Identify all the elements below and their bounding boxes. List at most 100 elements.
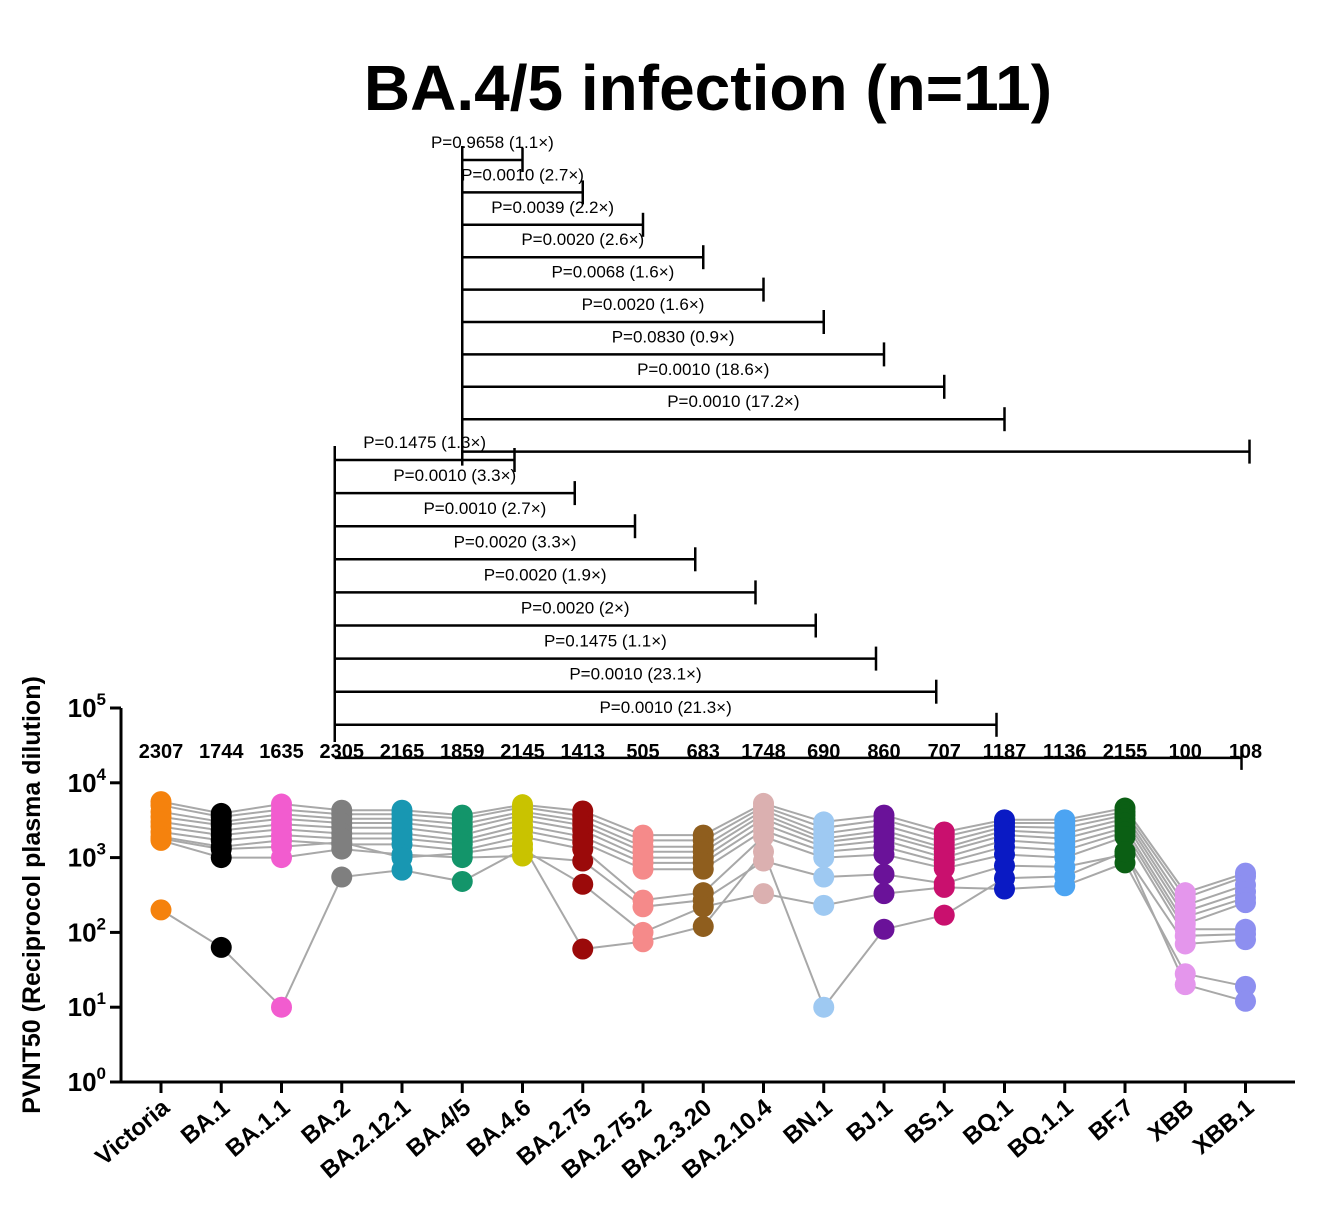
data-point (572, 850, 594, 872)
y-tick-label: 104 (68, 765, 107, 798)
data-point (150, 899, 172, 921)
comparison-label: P=0.1475 (1.3×) (363, 433, 486, 452)
comparison-label: P=0.0830 (0.9×) (612, 327, 735, 346)
data-point (331, 866, 353, 888)
data-point (210, 838, 232, 860)
gmt-label: 1635 (259, 741, 304, 763)
data-points (150, 791, 1256, 1018)
x-tick-label: XBB.1 (1188, 1094, 1260, 1160)
x-tick-label: BF.7 (1084, 1094, 1139, 1146)
gmt-label: 683 (687, 741, 720, 763)
gmt-label: 690 (807, 741, 840, 763)
data-point (271, 996, 292, 1018)
data-point (753, 841, 774, 863)
comparison-label: P=0.0020 (2×) (521, 599, 630, 618)
y-tick-label: 101 (68, 989, 106, 1022)
gmt-label: 1859 (440, 741, 485, 763)
comparison-label: P=0.0010 (2.7×) (423, 499, 546, 518)
x-tick-label: BA.4/5 (402, 1094, 477, 1163)
data-point (753, 883, 774, 905)
data-point (692, 858, 714, 880)
data-point (632, 896, 654, 918)
data-point (933, 904, 955, 926)
data-point (632, 931, 654, 953)
comparison-label: P=0.0020 (3.3×) (454, 532, 577, 551)
gmt-label: 100 (1169, 741, 1202, 763)
gmt-label: 1744 (199, 741, 244, 763)
data-point (1114, 841, 1136, 863)
gmt-label: 2165 (380, 741, 425, 763)
data-point (994, 867, 1015, 889)
gmt-label: 860 (867, 741, 900, 763)
data-point (1235, 929, 1256, 951)
data-point (512, 833, 533, 855)
gmt-label: 2145 (500, 741, 545, 763)
data-point (933, 876, 955, 898)
comparison-label: P=0.0020 (1.6×) (582, 295, 705, 314)
comparison-label: P=0.0010 (2.7×) (461, 165, 584, 184)
x-tick-label: BA.1.1 (221, 1094, 296, 1163)
comparison-label: P=0.0010 (23.1×) (569, 665, 701, 684)
data-point (813, 996, 835, 1018)
data-point (1174, 974, 1196, 996)
x-tick-label: Victoria (90, 1094, 175, 1171)
data-point (692, 915, 714, 937)
geometric-mean-labels: 2307 1744 1635 2305 2165 1859 2145 1413 505 683 17… (139, 741, 1262, 763)
gmt-label: 707 (928, 741, 961, 763)
data-point (1235, 975, 1256, 997)
comparison-label: P=0.0020 (2.6×) (521, 230, 644, 249)
comparison-label: P=0.1475 (1.1×) (544, 632, 667, 651)
data-point (692, 896, 714, 918)
y-tick-label: 105 (68, 690, 106, 723)
data-point (451, 842, 473, 864)
comparison-label: P=0.0010 (21.3×) (599, 698, 731, 717)
x-tick-label: BJ.1 (842, 1094, 898, 1147)
data-point (873, 863, 895, 885)
data-point (813, 847, 835, 869)
data-point (1235, 990, 1256, 1012)
data-point (1235, 892, 1256, 914)
comparison-label: P=0.0039 (2.2×) (491, 198, 614, 217)
data-point (331, 831, 353, 853)
data-point (572, 873, 594, 895)
data-point (1054, 865, 1076, 887)
y-tick-label: 102 (68, 914, 106, 947)
axes (119, 708, 1295, 1084)
data-point (150, 828, 172, 850)
data-point (753, 826, 774, 848)
data-point (873, 844, 895, 866)
data-point (1174, 933, 1196, 955)
gmt-label: 505 (626, 741, 659, 763)
gmt-label: 1136 (1043, 741, 1086, 763)
data-point (873, 918, 895, 940)
data-point (1114, 826, 1136, 848)
x-tick-label: BN.1 (778, 1094, 837, 1150)
comparison-label: P=0.0068 (1.6×) (551, 263, 674, 282)
data-point (572, 938, 594, 960)
x-ticks: Victoria BA.1BA.1.1 BA.2BA.2.12.1BA.4/5BA.… (90, 1082, 1259, 1184)
comparison-brackets: P=0.9658 (1.1×) P=0.0010 (2.7×) P=0.0039 (… (333, 133, 1251, 770)
gmt-label: 1413 (561, 741, 606, 763)
data-point (210, 936, 232, 958)
y-tick-label: 100 (68, 1064, 106, 1097)
gmt-label: 2155 (1103, 741, 1148, 763)
comparison-label: P=0.0010 (18.6×) (637, 360, 769, 379)
data-point (451, 870, 473, 892)
data-point (873, 883, 895, 905)
chart-title: BA.4/5 infection (n=11) (364, 52, 1052, 124)
gmt-label: 2307 (139, 741, 184, 763)
data-point (271, 836, 292, 858)
gmt-label: 108 (1229, 741, 1262, 763)
x-tick-label: BS.1 (900, 1094, 958, 1149)
comparison-label: P=0.0010 (3.3×) (393, 466, 516, 485)
gmt-label: 1187 (983, 741, 1026, 763)
comparison-label: P=0.0010 (17.2×) (667, 392, 799, 411)
data-point (632, 858, 654, 880)
y-tick-label: 103 (68, 840, 106, 873)
comparison-label: P=0.0020 (1.9×) (484, 565, 607, 584)
gmt-label: 1748 (741, 741, 786, 763)
data-point (391, 847, 413, 869)
y-axis-label: PVNT50 (Reciprocol plasma dilution) (18, 676, 46, 1114)
data-point (813, 866, 835, 888)
